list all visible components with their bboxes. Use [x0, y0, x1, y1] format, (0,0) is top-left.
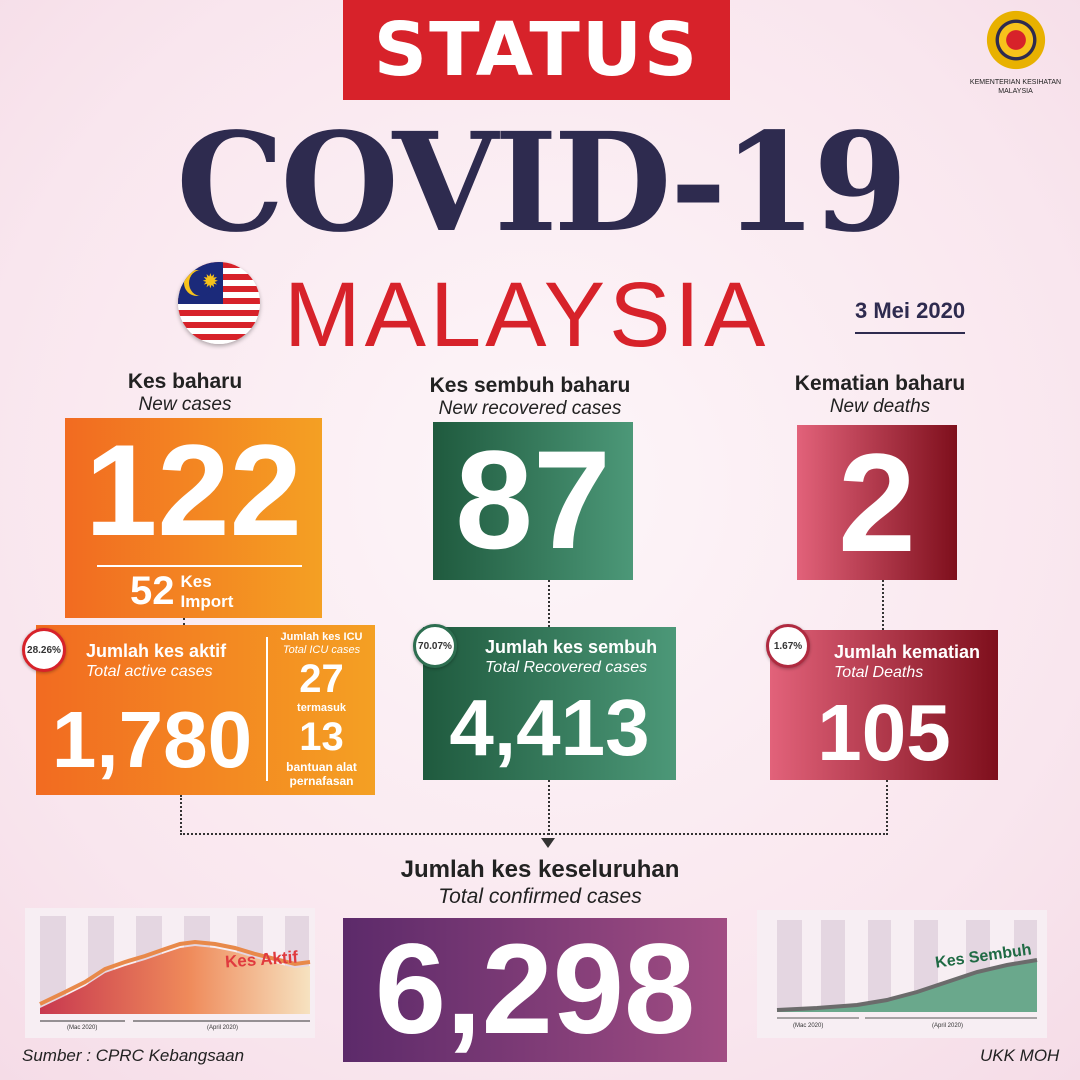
icu-panel: Jumlah kes ICU Total ICU cases 27 termas… [270, 631, 373, 788]
new-deaths-card: 2 [797, 425, 957, 580]
recovered-cases-chart: Kes Sembuh (Mac 2020) (April 2020) [757, 910, 1047, 1038]
recovered-label: Jumlah kes sembuh [485, 637, 658, 657]
active-line [39, 939, 311, 1006]
new-deaths-heading: Kematian baharu New deaths [760, 372, 1000, 418]
new-recovered-label: Kes sembuh baharu [429, 374, 631, 397]
icu-value: 27 [299, 657, 344, 701]
recovered-chart-month1: (Mac 2020) [793, 1023, 824, 1029]
crest-icon [981, 6, 1050, 74]
total-label: Jumlah kes keseluruhan [400, 856, 680, 883]
country-title: MALAYSIA [284, 264, 770, 366]
icu-including: termasuk [297, 702, 346, 714]
import-label-1: Kes [180, 571, 212, 591]
new-deaths-label: Kematian baharu [794, 372, 966, 395]
arrow-down-icon [541, 838, 555, 848]
total-sublabel: Total confirmed cases [438, 885, 642, 908]
icu-label: Jumlah kes ICU [280, 631, 363, 643]
total-cases-card: 6,298 [343, 918, 727, 1062]
new-recovered-sublabel: New recovered cases [438, 398, 622, 419]
recovered-line [776, 958, 1038, 1012]
malaysia-flag-icon: ✹ [178, 262, 260, 344]
source-text: Sumber : CPRC Kebangsaan [22, 1046, 245, 1065]
active-area [40, 946, 310, 1014]
recovered-value: 4,413 [449, 683, 650, 772]
recovered-chart-svg [776, 920, 1038, 1019]
deaths-percent-badge: 1.67% [766, 624, 810, 668]
credit-text: UKK MOH [980, 1046, 1060, 1065]
recovered-area [777, 960, 1037, 1012]
active-cases-card: Jumlah kes aktif Total active cases 1,78… [36, 625, 375, 795]
active-chart-month2: (April 2020) [207, 1025, 239, 1031]
import-cases-value: 52 [130, 569, 175, 613]
new-cases-sublabel: New cases [138, 394, 232, 415]
recovered-total-card: Jumlah kes sembuh Total Recovered cases … [423, 627, 676, 780]
new-cases-label: Kes baharu [127, 370, 243, 393]
deaths-label: Jumlah kematian [834, 642, 981, 662]
status-banner: STATUS [343, 0, 730, 100]
new-cases-heading: Kes baharu New cases [60, 370, 310, 416]
deaths-total-card: Jumlah kematian Total Deaths 105 [770, 630, 998, 780]
recovered-chart-month2: (April 2020) [932, 1023, 964, 1029]
recovered-sublabel: Total Recovered cases [485, 659, 648, 676]
ventilator-value: 13 [299, 715, 344, 759]
total-heading: Jumlah kes keseluruhan Total confirmed c… [340, 856, 740, 909]
active-value: 1,780 [51, 695, 253, 784]
ventilator-label: bantuan alat pernafasan [286, 760, 357, 788]
new-deaths-sublabel: New deaths [829, 396, 931, 417]
active-label: Jumlah kes aktif [86, 641, 227, 661]
report-date: 3 Mei 2020 [855, 298, 966, 334]
import-label-2: Import [180, 591, 234, 611]
active-chart-month1: (Mac 2020) [67, 1025, 98, 1031]
ministry-logo: KEMENTERIAN KESIHATAN MALAYSIA [958, 6, 1073, 96]
page-title: COVID-19 [176, 103, 908, 263]
icu-sublabel: Total ICU cases [282, 644, 361, 656]
active-percent-badge: 28.26% [22, 628, 66, 672]
new-cases-card: 122 52 Kes Import [65, 418, 322, 618]
ministry-name: KEMENTERIAN KESIHATAN MALAYSIA [969, 79, 1062, 95]
active-cases-chart: Kes Aktif (Mac 2020) (April 2020) [25, 908, 315, 1038]
new-recovered-card: 87 [433, 422, 633, 580]
deaths-sublabel: Total Deaths [834, 664, 924, 681]
deaths-value: 105 [817, 688, 951, 777]
active-chart-svg [39, 916, 311, 1022]
active-sublabel: Total active cases [86, 663, 213, 680]
recovered-percent-badge: 70.07% [413, 624, 457, 668]
new-deaths-value: 2 [838, 424, 916, 581]
new-recovered-heading: Kes sembuh baharu New recovered cases [380, 374, 680, 420]
new-recovered-value: 87 [455, 421, 611, 578]
new-cases-value: 122 [85, 417, 302, 563]
